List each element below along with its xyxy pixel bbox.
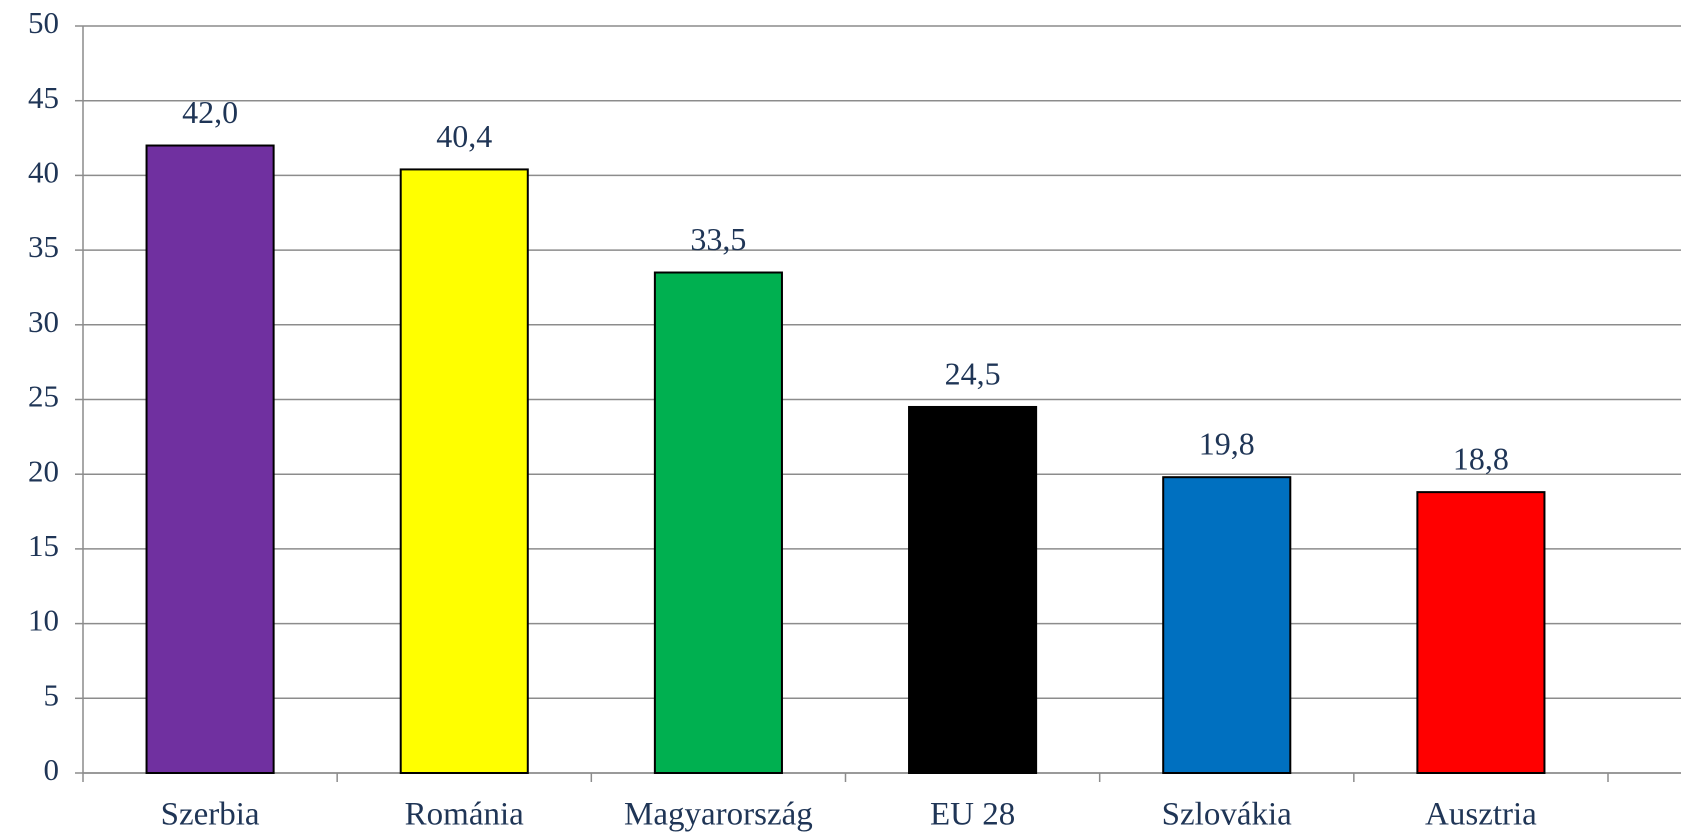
y-tick-label: 20 — [28, 453, 59, 488]
bar — [653, 271, 783, 774]
x-tick-label: Románia — [405, 797, 524, 833]
y-tick-label: 5 — [44, 677, 60, 712]
data-label: 33,5 — [690, 221, 746, 257]
data-label: 19,8 — [1199, 426, 1255, 462]
data-label: 24,5 — [945, 355, 1001, 391]
y-tick-label: 50 — [28, 5, 59, 40]
x-tick-label: Szlovákia — [1162, 797, 1292, 833]
y-tick-label: 40 — [28, 155, 59, 190]
y-tick-label: 30 — [28, 304, 59, 339]
bar — [1162, 476, 1292, 774]
y-tick-label: 25 — [28, 379, 59, 414]
x-tick-label: Ausztria — [1425, 797, 1537, 833]
bar — [908, 405, 1038, 774]
x-tick-label: EU 28 — [930, 797, 1015, 833]
y-tick-label: 10 — [28, 603, 59, 638]
y-tick-label: 35 — [28, 229, 59, 264]
y-tick-label: 0 — [44, 752, 60, 787]
bar — [1416, 491, 1546, 774]
bar — [145, 144, 275, 774]
x-tick-label: Szerbia — [161, 797, 260, 833]
data-label: 40,4 — [436, 118, 492, 154]
data-label: 18,8 — [1453, 440, 1509, 476]
data-label: 42,0 — [182, 94, 238, 130]
bar — [399, 168, 529, 774]
y-tick-label: 15 — [28, 528, 59, 563]
x-tick-label: Magyarország — [624, 797, 813, 833]
y-tick-label: 45 — [28, 80, 59, 115]
